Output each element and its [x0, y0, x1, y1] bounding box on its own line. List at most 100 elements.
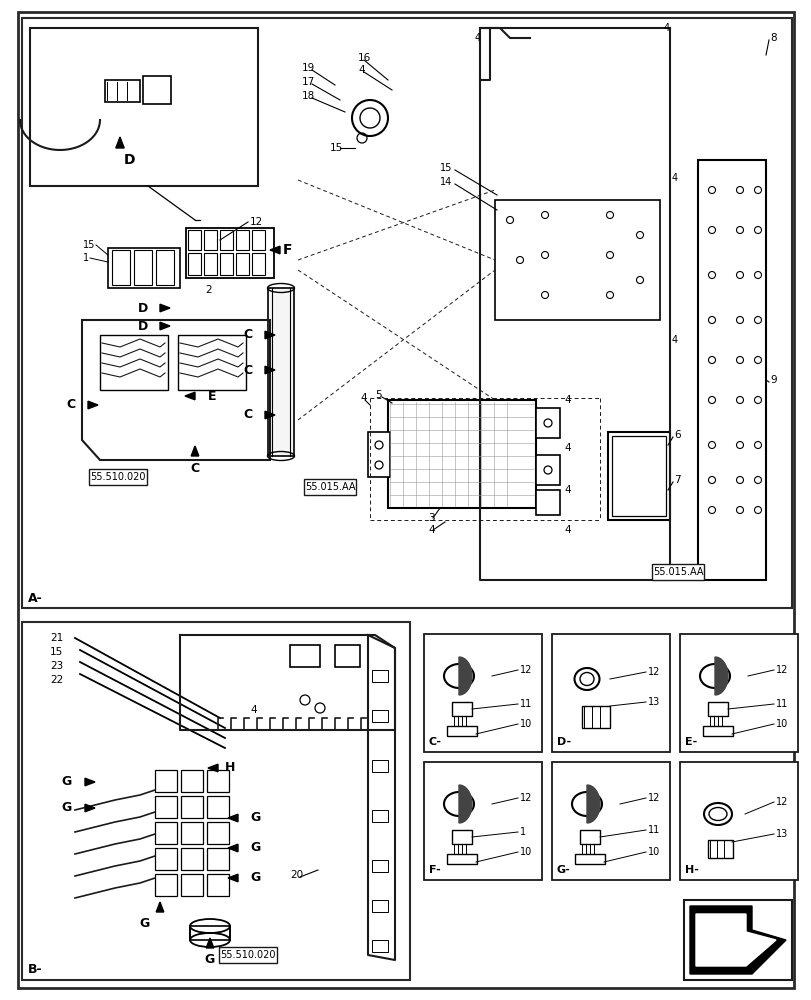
Bar	[155, 770, 177, 792]
Text: 4: 4	[672, 335, 677, 345]
Text: E-: E-	[684, 737, 697, 747]
Text: 23: 23	[50, 661, 63, 671]
Bar	[236, 253, 249, 275]
Polygon shape	[116, 137, 124, 148]
Text: 13: 13	[775, 829, 787, 839]
Bar	[181, 770, 203, 792]
Bar	[251, 230, 264, 250]
Text: C: C	[191, 462, 200, 475]
Text: 55.015.AA: 55.015.AA	[304, 482, 355, 492]
Bar	[236, 230, 249, 250]
Text: 4: 4	[564, 485, 570, 495]
Text: C-: C-	[428, 737, 441, 747]
Bar	[371, 940, 388, 952]
Text: 15: 15	[329, 143, 343, 153]
Text: G-: G-	[556, 865, 570, 875]
Bar	[650, 564, 703, 580]
Bar	[702, 726, 732, 736]
Bar	[181, 874, 203, 896]
Text: 10: 10	[647, 847, 659, 857]
Text: 8: 8	[769, 33, 775, 43]
Bar	[22, 18, 791, 608]
Text: 16: 16	[358, 53, 371, 63]
Polygon shape	[156, 902, 164, 912]
Bar	[683, 900, 791, 980]
Bar	[535, 490, 560, 515]
Bar	[495, 200, 659, 320]
Text: 11: 11	[775, 699, 787, 709]
Polygon shape	[88, 401, 98, 409]
Text: G: G	[62, 801, 72, 814]
Bar	[335, 645, 359, 667]
Text: 14: 14	[440, 177, 452, 187]
Text: C: C	[243, 363, 253, 376]
Polygon shape	[714, 657, 727, 695]
Text: 21: 21	[50, 633, 63, 643]
Polygon shape	[160, 322, 169, 330]
Text: D: D	[138, 302, 148, 314]
Bar	[143, 76, 171, 104]
Text: 18: 18	[302, 91, 315, 101]
Bar	[579, 830, 599, 844]
Bar	[204, 230, 217, 250]
Bar	[190, 926, 230, 940]
Text: 1: 1	[83, 253, 89, 263]
Bar	[188, 230, 201, 250]
Bar	[551, 762, 669, 880]
Bar	[207, 874, 229, 896]
Text: G: G	[250, 841, 260, 854]
Bar	[30, 28, 258, 186]
Text: D-: D-	[556, 737, 570, 747]
Text: D: D	[138, 320, 148, 332]
Text: 4: 4	[663, 23, 669, 33]
Text: C: C	[243, 408, 253, 422]
Bar	[371, 760, 388, 772]
Polygon shape	[264, 411, 275, 419]
Text: 11: 11	[647, 825, 659, 835]
Text: G: G	[139, 917, 150, 930]
Bar	[178, 335, 246, 390]
Bar	[219, 947, 277, 963]
Polygon shape	[208, 764, 217, 772]
Text: 55.510.020: 55.510.020	[220, 950, 276, 960]
Text: G: G	[250, 811, 260, 824]
Text: 10: 10	[519, 719, 531, 729]
Polygon shape	[228, 814, 238, 822]
Polygon shape	[228, 844, 238, 852]
Polygon shape	[85, 804, 95, 812]
Text: 2: 2	[204, 285, 212, 295]
Text: 4: 4	[564, 525, 570, 535]
Bar	[423, 762, 541, 880]
Bar	[452, 702, 471, 716]
Bar	[155, 796, 177, 818]
Text: 3: 3	[427, 513, 434, 523]
Bar	[100, 335, 168, 390]
Text: 12: 12	[647, 667, 659, 677]
Text: 4: 4	[358, 65, 364, 75]
Bar	[155, 822, 177, 844]
Text: G: G	[204, 953, 215, 966]
Text: 11: 11	[519, 699, 531, 709]
Text: 15: 15	[83, 240, 95, 250]
Text: 4: 4	[427, 525, 434, 535]
Text: 12: 12	[775, 797, 787, 807]
Text: 4: 4	[564, 443, 570, 453]
Text: 55.510.020: 55.510.020	[90, 472, 145, 482]
Bar	[251, 253, 264, 275]
Bar	[607, 432, 669, 520]
Bar	[207, 848, 229, 870]
Polygon shape	[264, 366, 275, 374]
Text: 5: 5	[375, 390, 381, 400]
Text: 7: 7	[673, 475, 680, 485]
Bar	[535, 455, 560, 485]
Polygon shape	[185, 392, 195, 400]
Bar	[574, 854, 604, 864]
Polygon shape	[264, 331, 275, 339]
Text: F: F	[283, 243, 292, 257]
Text: 10: 10	[775, 719, 787, 729]
Polygon shape	[458, 657, 471, 695]
Polygon shape	[458, 785, 471, 823]
Text: 55.015.AA: 55.015.AA	[652, 567, 702, 577]
Polygon shape	[160, 304, 169, 312]
Polygon shape	[695, 914, 775, 966]
